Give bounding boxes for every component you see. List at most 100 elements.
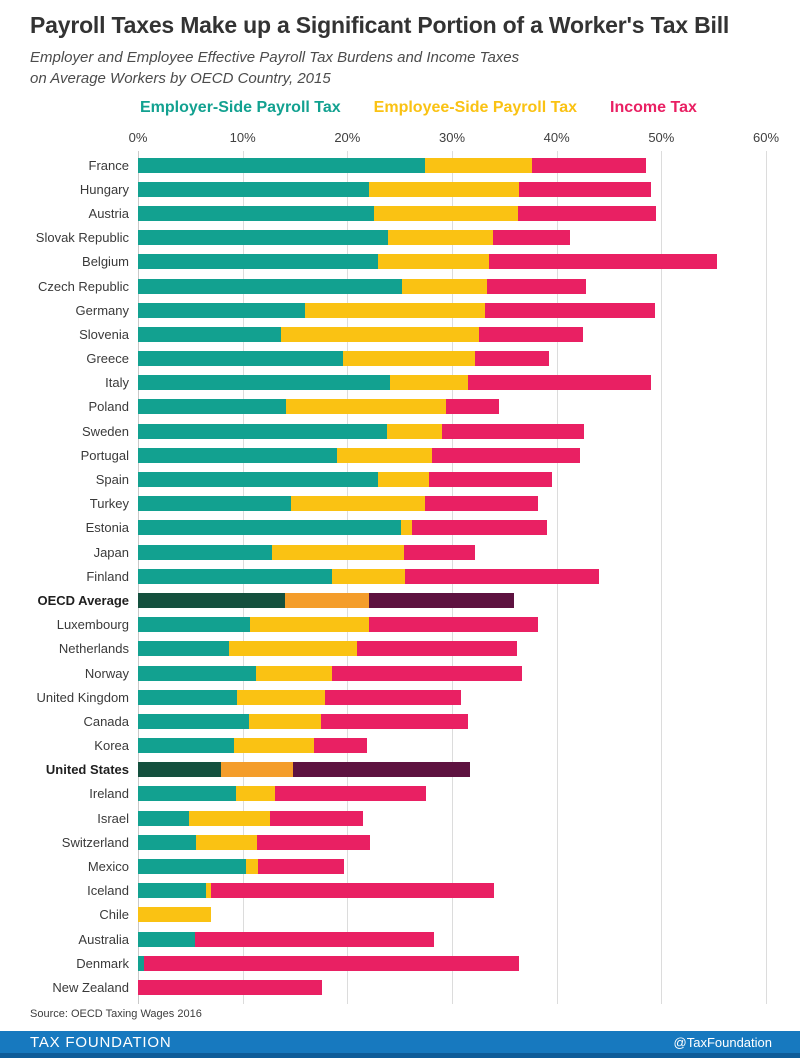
bar-segment-income-tax [331, 665, 523, 681]
bar-track [138, 859, 766, 875]
bar-segment-employee-payroll [388, 230, 493, 246]
chart-title: Payroll Taxes Make up a Significant Port… [30, 12, 730, 38]
bar-segment-employee-payroll [237, 689, 326, 705]
bar-segment-employer-payroll [138, 157, 425, 173]
bar-segment-employer-payroll [138, 544, 272, 560]
bar-segment-employee-payroll [424, 157, 532, 173]
country-label: Hungary [79, 181, 129, 197]
bar-segment-income-tax [479, 326, 583, 342]
bar-row: Spain [0, 467, 800, 491]
bar-row: Czech Republic [0, 274, 800, 298]
bar-track [138, 496, 766, 512]
bar-segment-employer-payroll [138, 713, 249, 729]
bar-segment-income-tax [485, 302, 656, 318]
x-tick-label: 60% [752, 130, 780, 145]
bar-segment-employer-payroll [138, 786, 237, 802]
bar-row: Mexico [0, 854, 800, 878]
bar-segment-income-tax [531, 157, 646, 173]
bar-track [138, 931, 766, 947]
bar-segment-employee-payroll [249, 617, 370, 633]
bar-segment-income-tax [257, 834, 371, 850]
bar-segment-employee-payroll [343, 351, 476, 367]
bar-segment-employer-payroll [138, 859, 246, 875]
bar-segment-employee-payroll [331, 568, 405, 584]
bar-segment-employee-payroll [236, 786, 276, 802]
bar-segment-employer-payroll [138, 326, 282, 342]
bar-row: Canada [0, 709, 800, 733]
x-tick-label: 40% [543, 130, 570, 145]
bar-segment-employer-payroll [138, 278, 402, 294]
bar-segment-employer-payroll [138, 617, 250, 633]
x-axis-ticks: 0% 10% 20% 30% 40% 50% 60% [0, 130, 800, 148]
bar-row: Australia [0, 927, 800, 951]
bar-row: Slovenia [0, 322, 800, 346]
bar-row: Israel [0, 806, 800, 830]
bar-row: Denmark [0, 951, 800, 975]
bar-segment-employee-payroll [390, 375, 468, 391]
bar-segment-employer-payroll [138, 351, 344, 367]
bar-segment-income-tax [269, 810, 363, 826]
country-label: Denmark [76, 955, 129, 971]
bar-segment-income-tax [492, 230, 571, 246]
bar-track [138, 302, 766, 318]
bar-track [138, 423, 766, 439]
bar-row: Korea [0, 734, 800, 758]
bar-track [138, 834, 766, 850]
twitter-handle[interactable]: @TaxFoundation [673, 1035, 772, 1050]
bar-segment-employee-payroll [271, 544, 404, 560]
bar-segment-employer-payroll [138, 254, 378, 270]
country-label: Belgium [82, 254, 129, 270]
bar-track [138, 254, 766, 270]
legend-item-employee-payroll: Employee-Side Payroll Tax [373, 99, 578, 116]
bar-segment-income-tax [211, 883, 494, 899]
bar-segment-employer-payroll [138, 955, 145, 971]
bar-segment-employee-payroll [387, 423, 442, 439]
bar-row: Belgium [0, 250, 800, 274]
bar-track [138, 472, 766, 488]
bar-segment-employee-payroll [284, 592, 370, 608]
bar-segment-employer-payroll [138, 302, 306, 318]
country-label: France [88, 157, 129, 173]
bar-row: Greece [0, 347, 800, 371]
country-label: Ireland [89, 786, 129, 802]
bar-segment-employer-payroll [138, 689, 238, 705]
country-label: Czech Republic [37, 278, 129, 294]
bar-segment-employee-payroll [234, 738, 314, 754]
bar-track [138, 278, 766, 294]
bar-segment-income-tax [488, 254, 717, 270]
bar-row: New Zealand [0, 975, 800, 999]
bar-row: United Kingdom [0, 685, 800, 709]
bar-row: United States [0, 758, 800, 782]
bar-segment-employee-payroll [189, 810, 270, 826]
country-label: Chile [99, 907, 129, 923]
bar-segment-employer-payroll [138, 496, 291, 512]
bar-segment-employee-payroll [401, 278, 487, 294]
bar-track [138, 689, 766, 705]
bar-segment-income-tax [441, 423, 584, 439]
source-note: Source: OECD Taxing Wages 2016 [30, 1008, 202, 1020]
bar-row: Netherlands [0, 637, 800, 661]
bar-row: Luxembourg [0, 613, 800, 637]
legend-item-employer-payroll: Employer-Side Payroll Tax [140, 99, 341, 116]
country-label: Poland [88, 399, 129, 415]
brand-name: TAX FOUNDATION [30, 1034, 172, 1051]
bar-segment-employee-payroll [290, 496, 425, 512]
bar-segment-employee-payroll [220, 762, 293, 778]
bar-segment-employee-payroll [256, 665, 332, 681]
country-label: New Zealand [52, 979, 129, 995]
bar-track [138, 205, 766, 221]
bar-segment-employee-payroll [229, 641, 357, 657]
bar-segment-employer-payroll [138, 520, 401, 536]
bar-segment-employee-payroll [195, 834, 258, 850]
country-label: Slovak Republic [35, 230, 129, 246]
bar-track [138, 568, 766, 584]
bar-row: Finland [0, 564, 800, 588]
bar-segment-income-tax [428, 472, 553, 488]
bar-track [138, 520, 766, 536]
chart-subtitle: Employer and Employee Effective Payroll … [30, 47, 730, 89]
bar-row: OECD Average [0, 588, 800, 612]
bar-track [138, 883, 766, 899]
legend-item-income-tax: Income Tax [610, 99, 697, 116]
country-label: Japan [93, 544, 129, 560]
